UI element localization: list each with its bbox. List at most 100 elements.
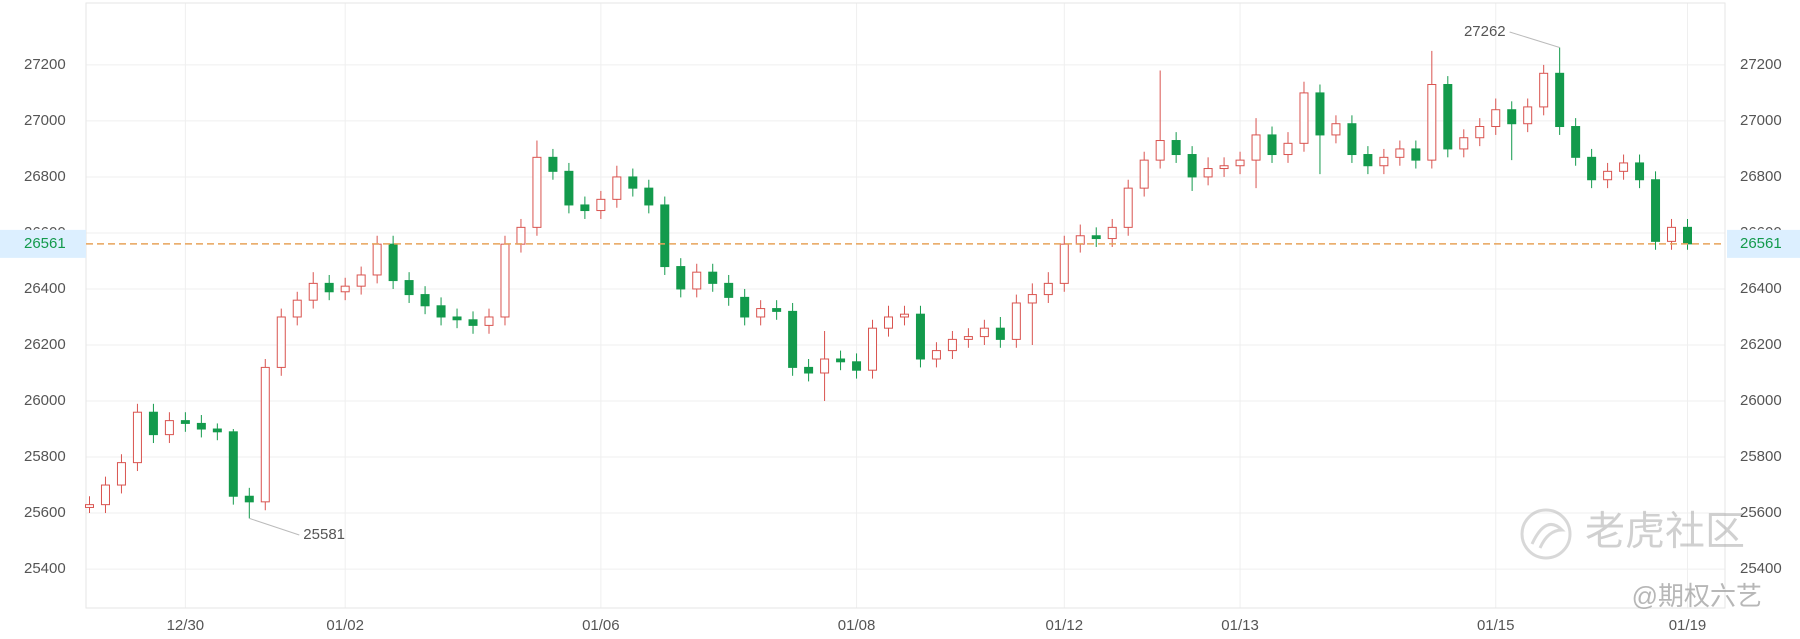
y-tick-label: 27000 <box>24 112 66 129</box>
candle-body <box>100 484 110 506</box>
candle-body <box>1043 282 1053 296</box>
candle-body <box>1491 109 1501 128</box>
candle-body <box>132 411 142 464</box>
x-tick-label: 01/06 <box>582 617 620 634</box>
candle-body <box>1059 243 1069 284</box>
min-pointer <box>249 517 300 536</box>
candle-body <box>1091 235 1101 240</box>
x-tick-label: 01/12 <box>1046 617 1084 634</box>
candle-body <box>1459 137 1469 150</box>
candle-body <box>644 187 654 206</box>
y2-tick-label: 26400 <box>1740 280 1782 297</box>
y2-tick-label: 26200 <box>1740 336 1782 353</box>
y2-tick-label: 27000 <box>1740 112 1782 129</box>
candle-body <box>85 504 94 508</box>
min-label: 25581 <box>303 526 345 543</box>
candle-body <box>388 243 398 282</box>
candle-body <box>1027 294 1037 304</box>
watermark-author: @期权六艺 <box>1632 581 1762 611</box>
candle-body <box>180 420 190 424</box>
watermark: 老虎社区 <box>1520 508 1745 560</box>
candle-body <box>276 316 286 368</box>
candle-body <box>931 350 941 360</box>
candle-body <box>1443 84 1453 150</box>
candle-body <box>804 366 814 374</box>
candle-body <box>1635 162 1645 181</box>
candle-body <box>532 156 542 228</box>
candle-body <box>148 411 158 436</box>
y-tick-label: 25800 <box>24 448 66 465</box>
candle-body <box>356 274 366 287</box>
candle-body <box>1315 92 1325 136</box>
candle-body <box>164 420 174 436</box>
candle-body <box>1171 140 1181 156</box>
candle-body <box>612 176 622 200</box>
watermark-text: 老虎社区 <box>1585 510 1745 554</box>
candle-body <box>308 282 318 301</box>
candle-body <box>116 462 126 486</box>
candle-body <box>1107 226 1117 240</box>
candle-body <box>995 327 1005 340</box>
y-tick-label: 27200 <box>24 56 66 73</box>
candle-body <box>1299 92 1309 144</box>
candle-body <box>1619 162 1629 172</box>
candle-body <box>708 271 718 284</box>
candle-body <box>292 299 302 318</box>
candle-body <box>500 243 510 318</box>
candle-body <box>1139 159 1149 189</box>
candle-body <box>1331 123 1341 136</box>
candle-body <box>324 282 334 293</box>
y2-tick-label: 25600 <box>1740 504 1782 521</box>
candle-body <box>628 176 638 189</box>
candle-body <box>1251 134 1261 161</box>
candle-body <box>372 243 382 276</box>
candle-body <box>436 305 446 318</box>
x-tick-label: 12/30 <box>167 617 205 634</box>
candle-body <box>468 319 478 326</box>
candle-body <box>1539 72 1549 108</box>
y-tick-label: 26200 <box>24 336 66 353</box>
max-label: 27262 <box>1464 23 1506 40</box>
candle-body <box>724 282 734 298</box>
x-tick-label: 01/15 <box>1477 617 1515 634</box>
candle-body <box>1587 156 1597 181</box>
candle-body <box>1187 154 1197 178</box>
candle-body <box>1475 126 1485 139</box>
candle-body <box>884 316 893 329</box>
candle-body <box>692 271 702 290</box>
candle-body <box>1347 123 1357 156</box>
candle-body <box>1651 179 1661 242</box>
candle-body <box>340 285 350 293</box>
candle-body <box>260 366 270 503</box>
x-tick-label: 01/02 <box>326 617 364 634</box>
candle-body <box>1411 148 1421 161</box>
y2-tick-label: 26000 <box>1740 392 1782 409</box>
candle-body <box>212 428 222 433</box>
candle-body <box>947 338 957 352</box>
candle-body <box>1363 154 1373 167</box>
last-price-label-right: 26561 <box>1740 235 1782 252</box>
x-tick-label: 01/08 <box>838 617 876 634</box>
candle-body <box>1075 235 1085 245</box>
candle-body <box>772 308 782 312</box>
candle-body <box>868 327 878 371</box>
candle-body <box>820 358 830 374</box>
candle-body <box>420 294 430 307</box>
candle-body <box>740 296 750 318</box>
candle-body <box>1219 165 1229 170</box>
candle-body <box>788 310 798 368</box>
y-tick-label: 26800 <box>24 168 66 185</box>
y-tick-label: 26000 <box>24 392 66 409</box>
y2-tick-label: 25800 <box>1740 448 1782 465</box>
last-price-box <box>0 229 86 258</box>
watermark-logo <box>1520 508 1572 560</box>
watermark-logo-mark <box>1530 522 1566 549</box>
candle-body <box>1555 72 1565 128</box>
candle-body <box>1507 109 1517 125</box>
candle-body <box>899 313 909 318</box>
candle-body <box>1427 84 1437 161</box>
candle-body <box>1235 159 1245 167</box>
candle-body <box>1283 142 1293 156</box>
x-tick-label: 01/19 <box>1669 617 1707 634</box>
